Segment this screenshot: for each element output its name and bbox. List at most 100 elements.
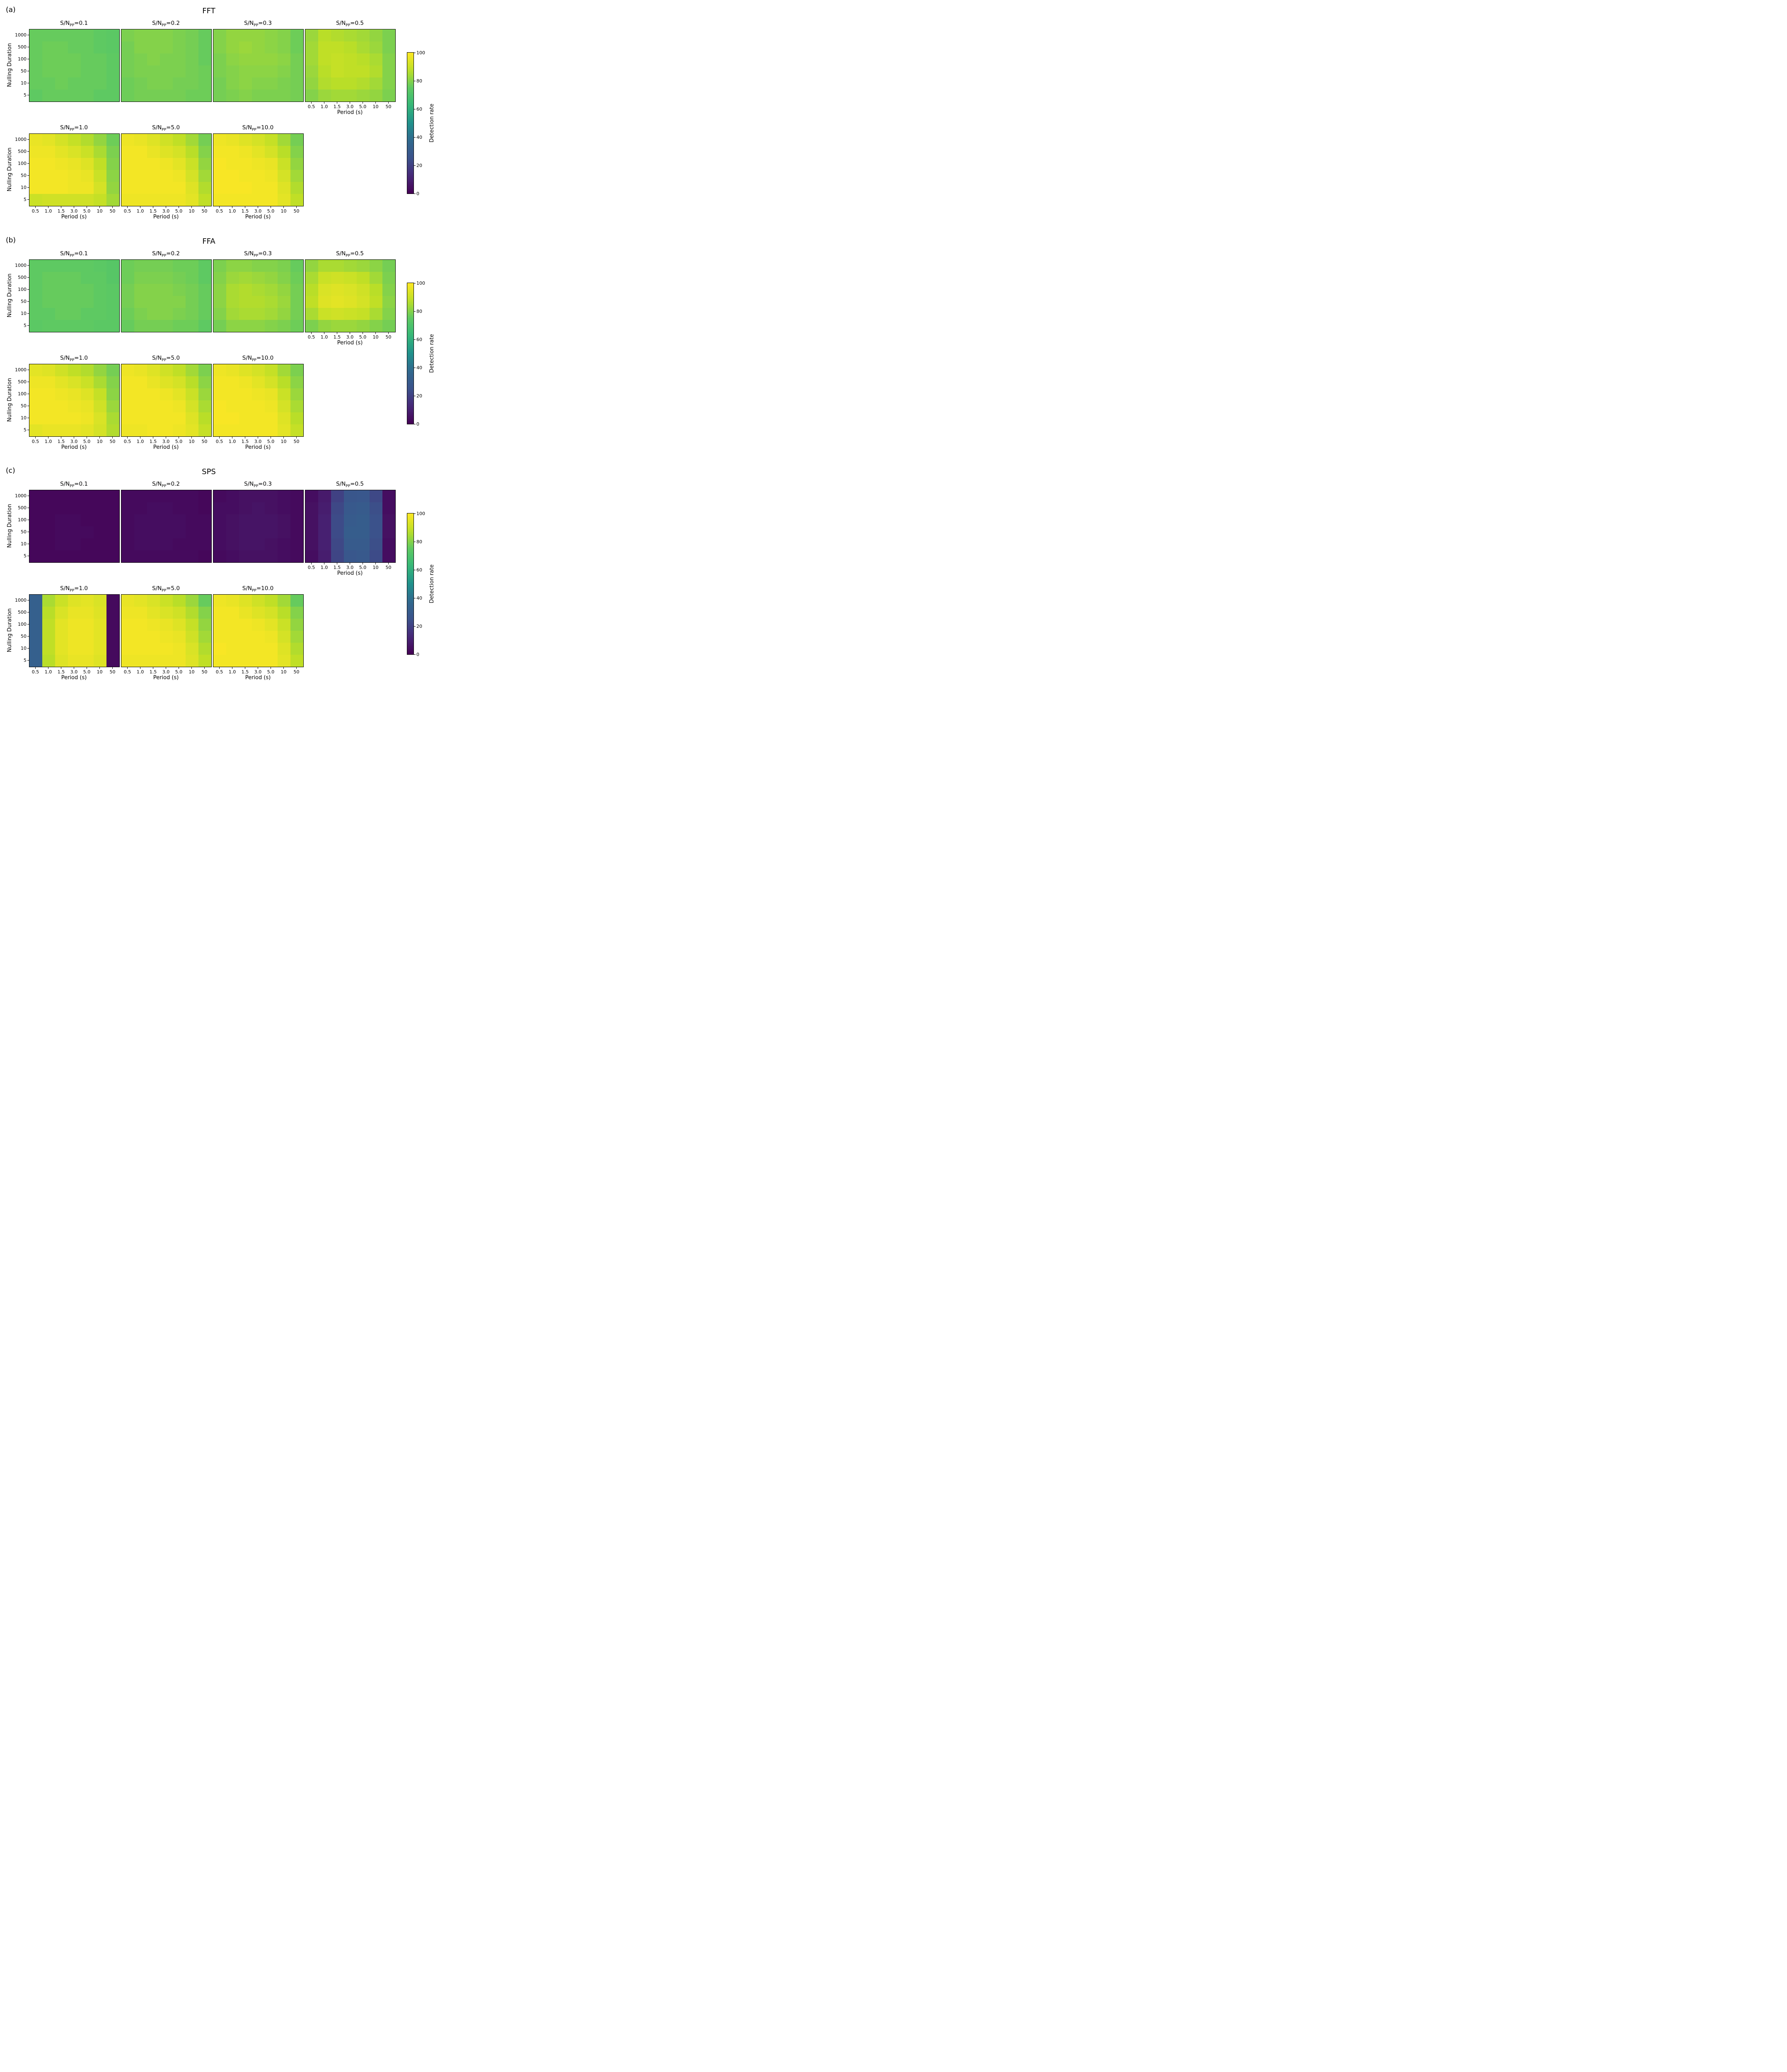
- colorbar-tick: 60: [414, 567, 422, 573]
- heatmap-cell: [55, 158, 68, 170]
- heatmap-cell: [213, 146, 226, 158]
- heatmap-cell: [94, 490, 106, 502]
- x-axis-label: Period (s): [245, 675, 271, 681]
- heatmap-cell: [344, 550, 357, 562]
- heatmap-cell: [68, 619, 81, 631]
- heatmap-cell: [278, 619, 290, 631]
- heatmap-cell: [81, 424, 94, 436]
- heatmap-cell: [331, 550, 344, 562]
- colorbar-tick-label: 40: [416, 134, 422, 140]
- heatmap-cell: [147, 158, 160, 170]
- heatmap-cell: [239, 308, 252, 320]
- x-tick: 1.5: [239, 437, 251, 444]
- heatmap-cell: [134, 550, 147, 562]
- heatmap-cell: [213, 364, 226, 376]
- heatmap-cell: [121, 308, 134, 320]
- heatmap-cell: [239, 595, 252, 607]
- x-tick: 0.5: [121, 206, 134, 214]
- x-tick: 1.5: [147, 437, 160, 444]
- heatmap-cell: [42, 308, 55, 320]
- snr-subscript: PP: [251, 358, 256, 363]
- snr-subscript: PP: [346, 254, 351, 258]
- colorbar-tick-mark: [414, 654, 416, 655]
- heatmap-cell: [226, 607, 239, 619]
- heatmap-cell: [370, 538, 382, 550]
- heatmap-cell: [94, 400, 106, 412]
- heatmap-cell: [357, 550, 370, 562]
- heatmap-cell: [68, 412, 81, 424]
- heatmap-cell: [55, 550, 68, 562]
- snr-value: =5.0: [166, 585, 180, 592]
- heatmap-cell: [106, 134, 119, 146]
- heatmap-cell: [198, 490, 211, 502]
- subplot-title: S/NPP=10.0: [213, 585, 303, 594]
- heatmap-cell: [213, 284, 226, 296]
- heatmap-cell: [265, 272, 278, 284]
- heatmap-cell: [213, 29, 226, 41]
- heatmap-cell: [252, 538, 265, 550]
- heatmap-cell: [160, 284, 173, 296]
- heatmap-cell: [278, 134, 290, 146]
- heatmap-cell: [106, 170, 119, 182]
- heatmap-cell: [370, 296, 382, 308]
- heatmap-cell: [265, 655, 278, 667]
- x-tick: 1.0: [134, 667, 147, 675]
- heatmap-cell: [121, 631, 134, 643]
- heatmap-cell: [226, 514, 239, 526]
- x-tick: 5.0: [264, 667, 277, 675]
- heatmap-cell: [173, 53, 186, 65]
- colorbar-tick: 80: [414, 539, 422, 545]
- heatmap-cell: [106, 158, 119, 170]
- heatmap-cell: [357, 260, 370, 272]
- heatmap-cell: [160, 655, 173, 667]
- heatmap-cell: [305, 272, 318, 284]
- heatmap-cell: [213, 514, 226, 526]
- y-tick: 1000: [13, 364, 29, 376]
- heatmap-cell: [382, 296, 395, 308]
- x-tick: 0.5: [213, 206, 226, 214]
- heatmap-cell: [55, 296, 68, 308]
- x-tick: 50: [198, 667, 211, 675]
- heatmap-cell: [147, 364, 160, 376]
- heatmap-cell: [198, 90, 211, 102]
- heatmap: [213, 594, 304, 667]
- heatmap-cell: [198, 526, 211, 538]
- heatmap-cell: [106, 364, 119, 376]
- subplot: S/NPP=0.1: [29, 20, 120, 102]
- x-tick: 1.5: [55, 437, 68, 444]
- heatmap-cell: [265, 29, 278, 41]
- heatmap-cell: [147, 65, 160, 77]
- subplot: S/NPP=5.0 0.5 1.0 1.5 3.0 5.0 10 50 Period (s): [121, 585, 212, 683]
- heatmap-cell: [357, 308, 370, 320]
- heatmap-cell: [106, 182, 119, 194]
- heatmap-cell: [68, 284, 81, 296]
- heatmap-cell: [331, 29, 344, 41]
- heatmap-cell: [252, 77, 265, 90]
- heatmap-cell: [290, 550, 303, 562]
- heatmap-cell: [198, 194, 211, 206]
- heatmap-cell: [29, 284, 42, 296]
- heatmap-cell: [106, 412, 119, 424]
- heatmap-cell: [186, 29, 198, 41]
- x-tick: 50: [382, 332, 395, 340]
- panel-title: FFT: [202, 7, 215, 15]
- heatmap-cell: [239, 65, 252, 77]
- heatmap-cell: [134, 41, 147, 53]
- heatmap-cell: [29, 134, 42, 146]
- heatmap-cell: [121, 388, 134, 400]
- x-tick: 1.0: [318, 332, 331, 340]
- heatmap-cell: [186, 550, 198, 562]
- colorbar-label: Detection rate: [429, 52, 435, 194]
- y-axis-label-text: Nulling Duration: [6, 504, 13, 548]
- y-ticks: 1000 500 100 50 10 5: [13, 133, 29, 206]
- heatmap-cell: [94, 29, 106, 41]
- heatmap-cell: [173, 272, 186, 284]
- heatmap-cell: [213, 296, 226, 308]
- y-tick: 100: [13, 283, 29, 295]
- heatmap-cell: [29, 41, 42, 53]
- heatmap-cell: [173, 158, 186, 170]
- heatmap-cell: [94, 194, 106, 206]
- heatmap-cell: [173, 643, 186, 655]
- heatmap-cell: [106, 400, 119, 412]
- snr-value: =0.2: [166, 250, 180, 257]
